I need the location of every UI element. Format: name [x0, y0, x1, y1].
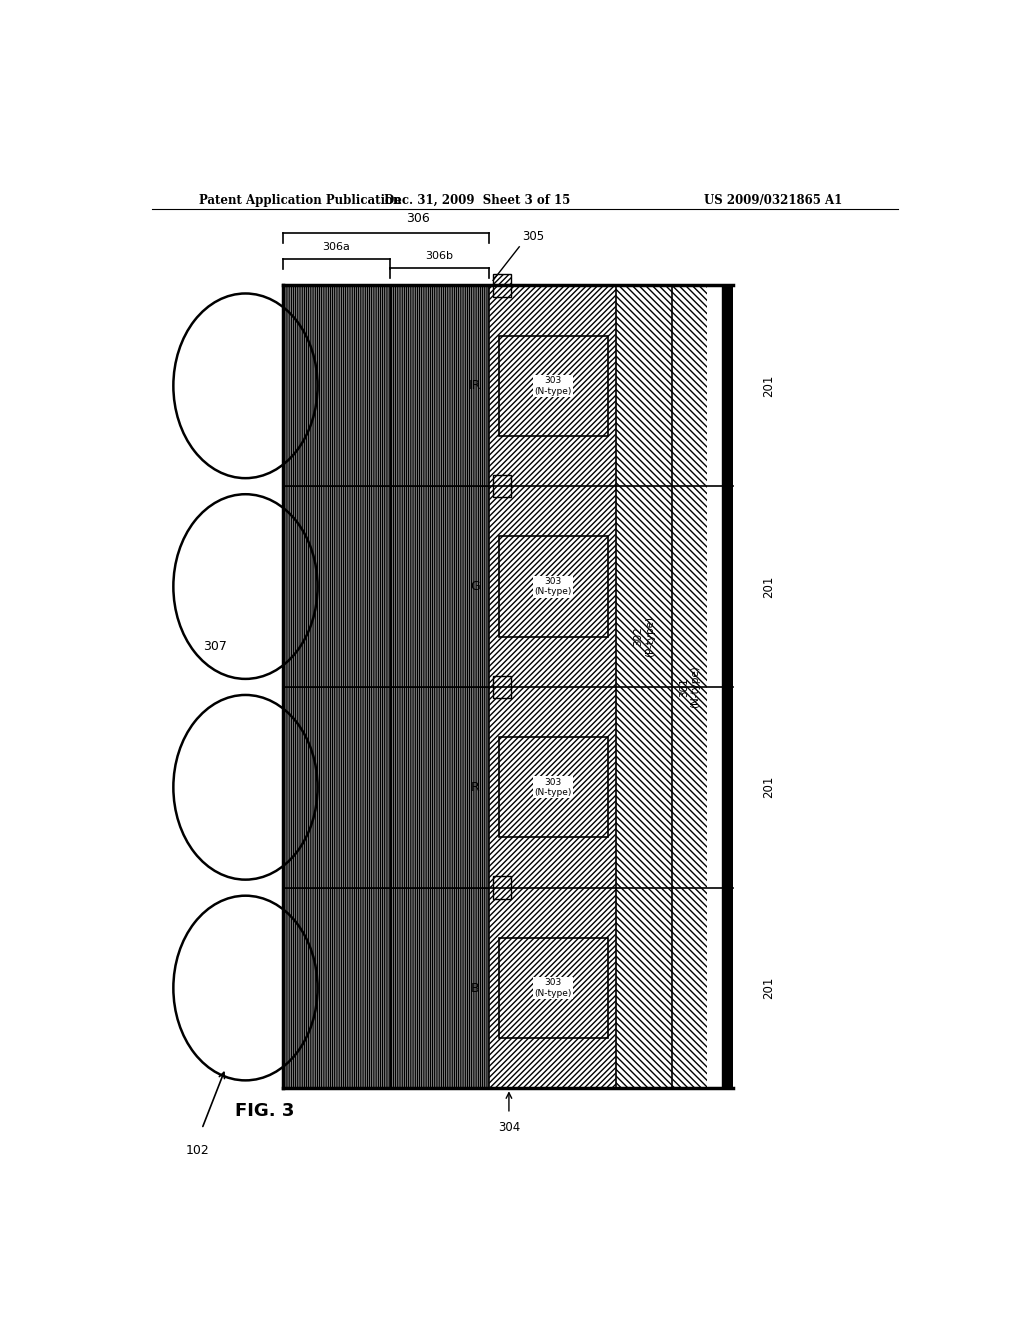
Bar	[283, 887, 390, 1089]
Bar	[390, 285, 489, 486]
Text: 303
(N-type): 303 (N-type)	[535, 777, 572, 797]
Bar	[616, 285, 672, 1089]
Bar	[489, 686, 616, 887]
Bar	[283, 887, 390, 1089]
Text: 303
(N-type): 303 (N-type)	[535, 376, 572, 396]
Text: G: G	[470, 579, 479, 593]
Text: Dec. 31, 2009  Sheet 3 of 15: Dec. 31, 2009 Sheet 3 of 15	[384, 194, 570, 207]
Bar	[283, 285, 390, 486]
Bar	[494, 676, 511, 698]
Bar	[499, 937, 608, 1039]
Bar	[489, 486, 616, 686]
Bar	[390, 486, 489, 686]
Text: FIG. 3: FIG. 3	[236, 1102, 295, 1119]
Bar	[390, 887, 489, 1089]
Text: US 2009/0321865 A1: US 2009/0321865 A1	[703, 194, 842, 207]
Bar	[283, 486, 390, 686]
Bar	[499, 335, 608, 436]
Bar	[489, 486, 616, 686]
Bar	[494, 876, 511, 899]
Bar	[489, 686, 616, 887]
Text: 305: 305	[522, 230, 545, 243]
Text: 301
(N-type): 301 (N-type)	[679, 665, 700, 709]
Text: 201: 201	[762, 576, 775, 598]
Text: R: R	[470, 781, 479, 793]
Text: 201: 201	[762, 776, 775, 799]
Bar	[499, 737, 608, 837]
Bar	[499, 937, 608, 1039]
Text: 306a: 306a	[323, 242, 350, 252]
Text: 307: 307	[204, 640, 227, 653]
Bar	[283, 686, 390, 887]
Bar	[499, 737, 608, 837]
Bar	[499, 536, 608, 636]
Text: 306b: 306b	[426, 251, 454, 261]
Text: 201: 201	[762, 375, 775, 397]
Bar	[499, 536, 608, 636]
Bar	[390, 887, 489, 1089]
Bar	[494, 475, 511, 498]
Text: 201: 201	[762, 977, 775, 999]
Text: IR: IR	[469, 379, 481, 392]
Bar	[283, 486, 390, 686]
Text: 102: 102	[186, 1144, 210, 1158]
Bar	[390, 285, 489, 486]
Bar	[494, 475, 511, 498]
Text: B: B	[470, 982, 479, 994]
Bar	[489, 285, 616, 486]
Bar	[494, 275, 511, 297]
Bar	[722, 285, 733, 1089]
Bar	[672, 285, 708, 1089]
Text: 303
(N-type): 303 (N-type)	[535, 577, 572, 597]
Bar	[390, 486, 489, 686]
Bar	[283, 686, 390, 887]
Text: Patent Application Publication: Patent Application Publication	[200, 194, 402, 207]
Bar	[390, 686, 489, 887]
Text: 306: 306	[406, 213, 429, 226]
Bar	[390, 686, 489, 887]
Bar	[283, 285, 390, 486]
Bar	[494, 275, 511, 297]
Bar	[489, 887, 616, 1089]
Text: 303
(N-type): 303 (N-type)	[535, 978, 572, 998]
Text: 304: 304	[498, 1121, 520, 1134]
Bar	[489, 285, 616, 486]
Bar	[499, 335, 608, 436]
Bar	[494, 876, 511, 899]
Bar	[494, 676, 511, 698]
Bar	[616, 285, 672, 1089]
Bar	[489, 887, 616, 1089]
Bar	[672, 285, 708, 1089]
Text: 302
(P-type): 302 (P-type)	[633, 615, 654, 656]
